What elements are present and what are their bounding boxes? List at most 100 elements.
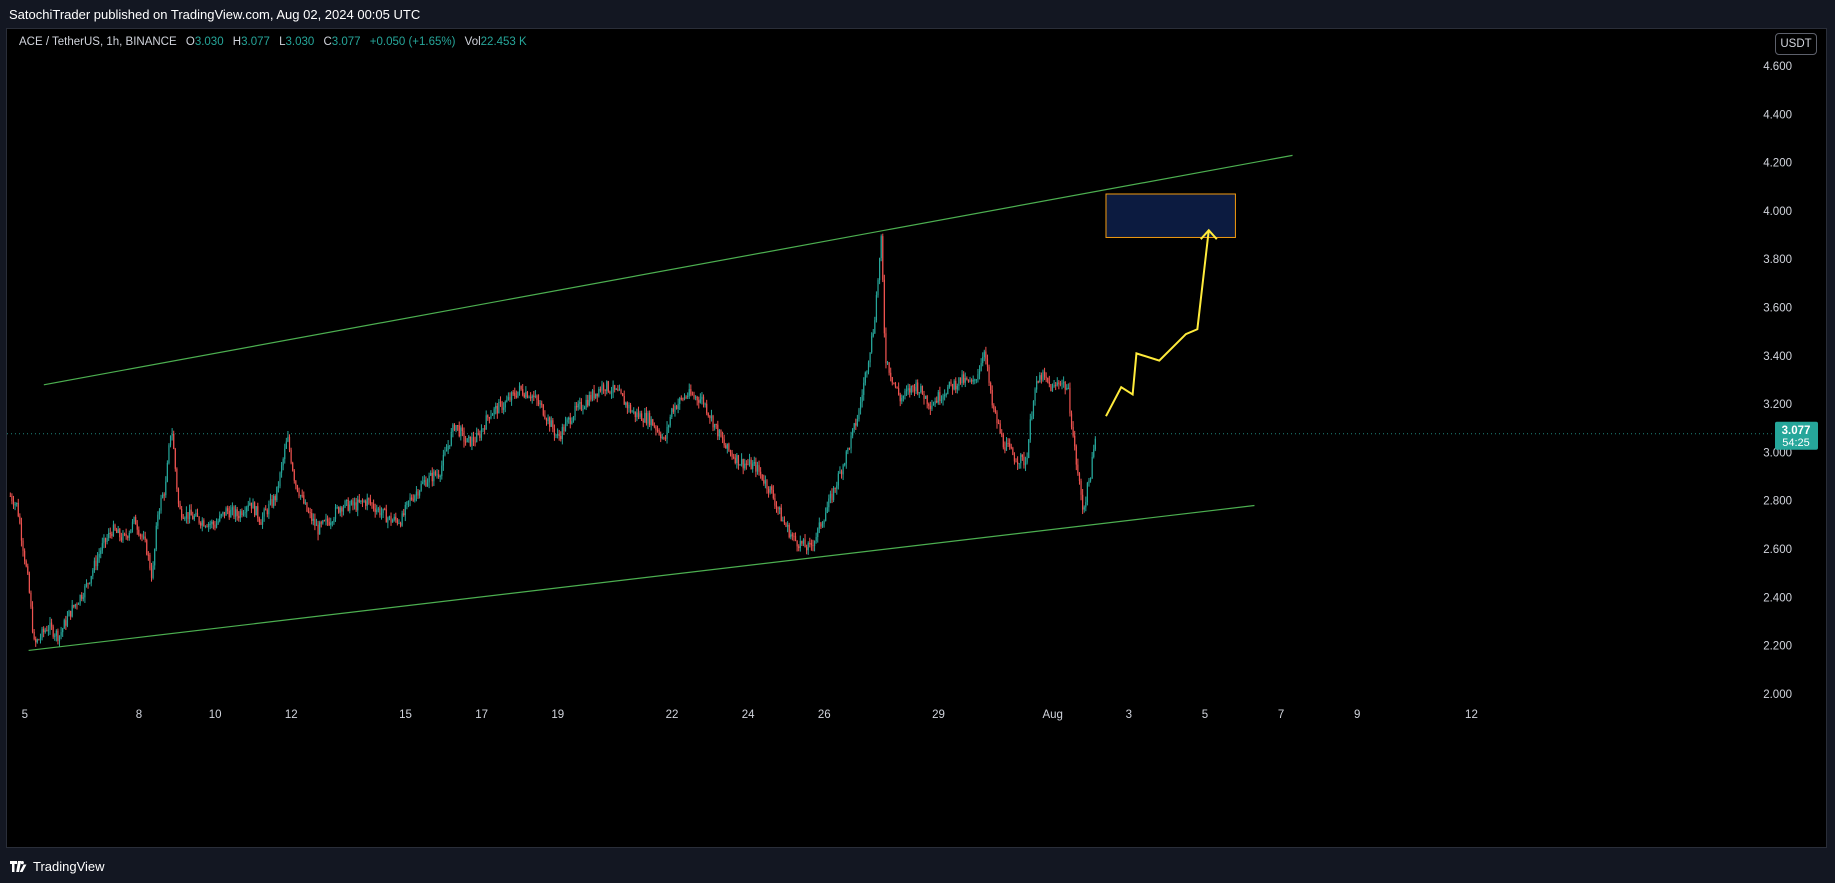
candle-body (266, 510, 268, 515)
candle-body (1013, 454, 1016, 462)
candle-body (211, 521, 213, 524)
candle-body (203, 520, 205, 527)
candle-body (79, 594, 81, 604)
candle-body (57, 630, 59, 641)
candle-body (457, 425, 459, 427)
candle-body (319, 522, 321, 535)
price-tick-label: 3.400 (1763, 351, 1792, 363)
candle-body (1023, 456, 1025, 466)
price-tick-label: 2.000 (1763, 689, 1792, 701)
candles (9, 233, 1096, 647)
candle-body (1059, 383, 1062, 385)
candle-body (452, 424, 454, 432)
price-tick-label: 3.600 (1763, 303, 1792, 315)
candle-body (858, 409, 860, 420)
candle-body (769, 486, 771, 493)
candle-body (1072, 427, 1074, 436)
candle-body (219, 515, 221, 522)
candle-body (431, 472, 433, 482)
candle-body (461, 427, 464, 432)
candle-body (812, 545, 814, 547)
candle-body (300, 495, 302, 497)
tradingview-logo[interactable]: TradingView (10, 859, 105, 874)
candle-body (885, 333, 887, 364)
time-tick-label: 12 (285, 709, 298, 721)
candle-body (541, 403, 543, 405)
currency-button[interactable]: USDT (1775, 33, 1817, 55)
candle-body (460, 427, 462, 437)
candle-body (628, 404, 630, 409)
candle-body (1018, 463, 1020, 465)
candle-body (785, 523, 787, 527)
candle-body (466, 438, 468, 443)
candle-body (691, 394, 694, 396)
candle-body (631, 411, 633, 413)
open-value: 3.030 (194, 36, 224, 48)
candle-body (920, 386, 922, 393)
candle-body (480, 429, 483, 438)
candle-body (918, 392, 920, 394)
candle-body (983, 351, 985, 357)
candle-body (623, 396, 625, 405)
candle-body (1050, 384, 1052, 392)
chart[interactable]: 4.600 4.400 4.200 4.000 3.800 3.600 3.400 3.200… (7, 29, 1826, 847)
candle-body (428, 475, 430, 483)
candle-body (119, 529, 121, 538)
candle-body (303, 495, 305, 504)
candle-body (767, 488, 770, 493)
candle-body (412, 499, 414, 501)
candle-body (328, 521, 330, 526)
candle-body (682, 398, 684, 400)
candle-body (637, 412, 640, 417)
candle-body (783, 520, 786, 524)
chart-frame[interactable]: 4.600 4.400 4.200 4.000 3.800 3.600 3.400 3.200… (6, 28, 1827, 848)
candle-body (793, 535, 795, 537)
candle-body (880, 236, 882, 259)
candle-body (563, 427, 565, 432)
symbol-name[interactable]: ACE / TetherUS, 1h, BINANCE (19, 36, 177, 48)
high-label: H (232, 36, 242, 48)
candle-body (96, 557, 99, 567)
candle-body (393, 516, 395, 521)
candle-body (715, 423, 717, 425)
candle-body (929, 405, 931, 409)
candle-body (396, 519, 398, 524)
candle-body (663, 437, 665, 439)
candle-body (721, 436, 724, 440)
candle-body (530, 397, 532, 399)
candle-body (926, 395, 928, 404)
candle-body (544, 415, 546, 419)
candle-body (647, 413, 649, 424)
candle-body (653, 425, 655, 427)
top-bar: SatochiTrader published on TradingView.c… (0, 0, 1835, 28)
last-price-badge (1775, 421, 1818, 450)
time-tick-label: 24 (742, 709, 755, 721)
price-tick-label: 4.000 (1763, 206, 1792, 218)
candle-body (227, 508, 229, 511)
candle-body (409, 497, 411, 501)
candle-body (634, 411, 636, 418)
candle-body (366, 498, 368, 506)
candle-body (28, 573, 30, 593)
candle-body (677, 404, 679, 409)
candle-body (961, 374, 963, 384)
candle-body (577, 403, 579, 408)
candle-body (390, 516, 392, 523)
projection-arrowhead (1200, 228, 1218, 240)
candle-body (287, 436, 289, 442)
candle-body (149, 554, 151, 569)
candle-body (964, 378, 966, 383)
candle-body (736, 455, 738, 463)
candle-body (813, 541, 816, 547)
candle-body (606, 381, 608, 391)
candle-body (260, 522, 262, 525)
candle-body (942, 395, 944, 400)
candle-body (1080, 480, 1082, 495)
candle-body (993, 405, 995, 409)
candle-body (142, 536, 145, 538)
candle-body (690, 389, 692, 395)
candle-body (674, 405, 676, 412)
candle-body (923, 393, 925, 399)
time-tick-label: 7 (1278, 709, 1284, 721)
candle-body (239, 511, 241, 519)
